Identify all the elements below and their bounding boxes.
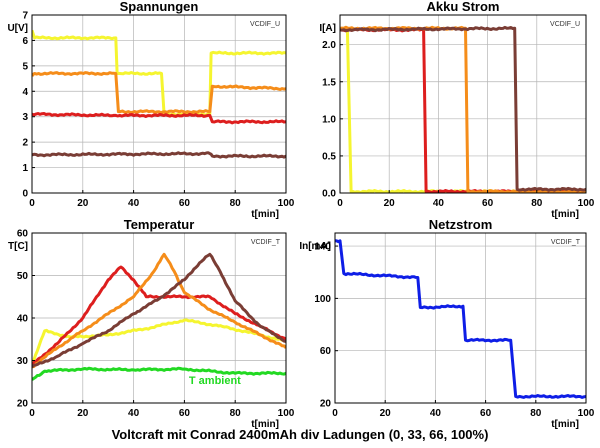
x-tick-label: 40 <box>430 408 442 419</box>
series-line-1 <box>32 71 286 115</box>
x-tick-label: 100 <box>278 408 295 419</box>
x-tick-label: 20 <box>77 198 89 209</box>
y-tick-label: 20 <box>17 399 29 410</box>
x-tick-label: 60 <box>179 408 191 419</box>
y-tick-label: 20 <box>320 399 332 410</box>
chart-annotation: T ambient <box>189 375 241 387</box>
series-line-2 <box>32 265 286 366</box>
y-tick-label: 1.0 <box>322 114 336 125</box>
y-tick-label: 2.0 <box>322 40 336 51</box>
x-tick-label: 0 <box>29 408 35 419</box>
y-tick-label: 100 <box>314 294 331 305</box>
x-axis-label: t[min] <box>251 419 279 430</box>
y-tick-label: 1.5 <box>322 77 336 88</box>
y-tick-label: 1 <box>22 163 28 174</box>
y-axis-label: T[C] <box>8 241 28 252</box>
series-line-0 <box>32 366 286 381</box>
plot-frame <box>334 232 587 404</box>
y-axis-label: In[mA] <box>299 241 331 252</box>
y-tick-label: 50 <box>17 271 29 282</box>
x-tick-label: 40 <box>433 198 445 209</box>
y-axis-label: U[V] <box>7 23 28 34</box>
chart-panel-1: 0 20 40 60 80 100 0.0 0.5 1.0 1.5 2.0 Akku Strom I[A… <box>319 0 594 220</box>
series-line-0 <box>32 29 286 117</box>
chart-panel-3: 0 20 40 60 80 1002060100140NetzstromIn[mA]t[m… <box>299 217 594 430</box>
y-tick-label: 6 <box>22 36 28 47</box>
x-tick-label: 0 <box>29 198 35 209</box>
series-line-3 <box>32 252 286 369</box>
x-tick-label: 80 <box>230 408 242 419</box>
x-axis-label: t[min] <box>251 209 279 220</box>
plot-area <box>340 15 586 193</box>
y-tick-label: 7 <box>22 11 28 22</box>
y-tick-label: 4 <box>22 87 28 98</box>
x-axis-label: t[min] <box>551 209 579 220</box>
chart-panel-2: 0 20 40 60 80 1002030405060TemperaturT[C]t[mi… <box>8 217 295 430</box>
x-tick-label: 60 <box>179 198 191 209</box>
series-line-4 <box>32 252 286 369</box>
y-tick-label: 5 <box>22 61 28 72</box>
x-tick-label: 60 <box>480 408 492 419</box>
x-axis-label: t[min] <box>551 419 579 430</box>
y-tick-label: 2 <box>22 138 28 149</box>
y-tick-label: 0.5 <box>322 151 336 162</box>
series-line-2 <box>32 112 286 125</box>
y-tick-label: 0 <box>22 189 28 200</box>
chart-tag: VCDIF_T <box>251 239 281 246</box>
x-tick-label: 80 <box>230 198 242 209</box>
chart-title: Spannungen <box>120 0 199 14</box>
y-axis-label: I[A] <box>319 23 336 34</box>
plot-area <box>335 233 586 403</box>
chart-title: Temperatur <box>124 217 195 232</box>
x-tick-label: 0 <box>337 198 343 209</box>
x-tick-label: 20 <box>384 198 396 209</box>
chart-tag: VCDIF_U <box>250 21 280 28</box>
y-tick-label: 140 <box>314 242 331 253</box>
series-line-0 <box>335 239 586 399</box>
series-line-3 <box>32 151 286 159</box>
x-tick-label: 20 <box>380 408 392 419</box>
plot-area <box>32 15 286 193</box>
plot-frame <box>31 14 287 194</box>
chart-tag: VCDIF_U <box>550 21 580 28</box>
series-line-3 <box>340 25 586 192</box>
y-tick-label: 40 <box>17 314 29 325</box>
x-tick-label: 100 <box>578 198 595 209</box>
x-tick-label: 80 <box>531 198 543 209</box>
x-tick-label: 80 <box>530 408 542 419</box>
y-tick-label: 0.0 <box>322 189 336 200</box>
y-tick-label: 30 <box>17 356 29 367</box>
y-tick-label: 60 <box>17 229 29 240</box>
y-tick-label: 60 <box>320 346 332 357</box>
y-tick-label: 3 <box>22 112 28 123</box>
chart-title: Akku Strom <box>427 0 500 14</box>
x-tick-label: 100 <box>278 198 295 209</box>
figure-caption: Voltcraft mit Conrad 2400mAh div Ladunge… <box>112 427 489 442</box>
x-tick-label: 40 <box>128 408 140 419</box>
x-tick-label: 20 <box>77 408 89 419</box>
chart-tag: VCDIF_T <box>551 239 581 246</box>
plot-frame <box>339 14 587 194</box>
x-tick-label: 60 <box>482 198 494 209</box>
x-tick-label: 40 <box>128 198 140 209</box>
chart-panel-0: 0 20 40 60 80 100 0 1 2 3 4 5 6 7 Spannungen U[V] t[min]… <box>7 0 294 220</box>
x-tick-label: 100 <box>578 408 595 419</box>
x-tick-label: 0 <box>332 408 338 419</box>
chart-title: Netzstrom <box>429 217 493 232</box>
